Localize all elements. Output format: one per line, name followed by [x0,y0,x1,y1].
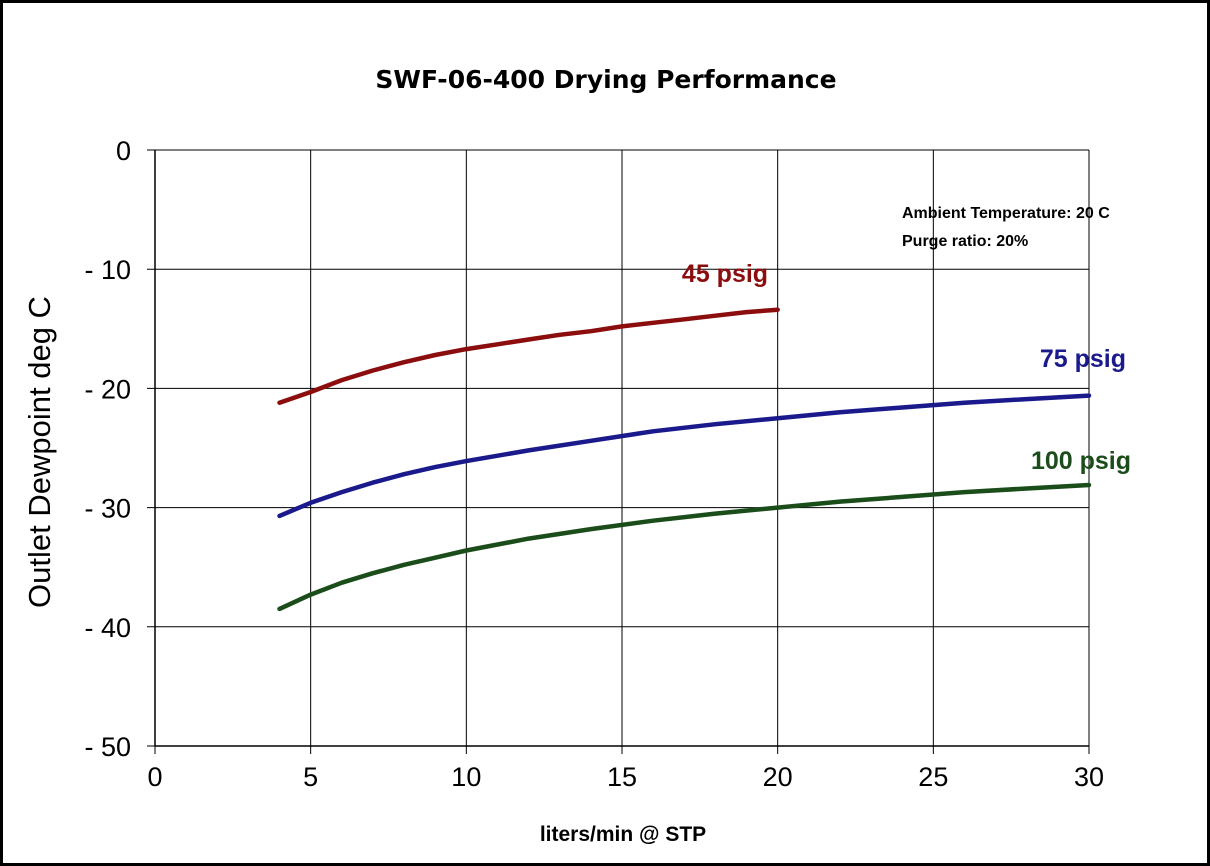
series-label: 75 psig [1040,345,1126,373]
y-tick-label: - 40 [84,613,131,643]
series-lines [277,307,1092,612]
x-tick-label: 5 [303,762,318,792]
y-tick-label: - 10 [84,255,131,285]
x-tick-label: 15 [607,762,637,792]
series-line-100-psig [277,482,1092,612]
series-label: 100 psig [1031,447,1131,475]
y-tick-label: 0 [116,136,131,166]
y-tick-label: - 30 [84,494,131,524]
annotation-purge-ratio: Purge ratio: 20% [902,233,1028,250]
axes [154,150,1089,747]
x-tick-label: 20 [763,762,793,792]
series-label: 45 psig [682,260,768,288]
x-axis-label: liters/min @ STP [540,823,706,846]
x-tick-label: 10 [451,762,481,792]
series-line-45-psig [277,307,780,405]
y-tick-labels: 0 - 10 - 20 - 30 - 40 - 50 [84,136,131,762]
y-axis-label: Outlet Dewpoint deg C [22,296,57,608]
y-tick-label: - 50 [84,732,131,762]
series-labels: 45 psig 75 psig 100 psig [682,260,1131,475]
x-tick-label: 30 [1074,762,1104,792]
x-tick-label: 25 [918,762,948,792]
series-line-75-psig [277,393,1092,519]
chart-title: SWF-06-400 Drying Performance [375,65,836,94]
x-tick-label: 0 [147,762,162,792]
annotation-ambient-temperature: Ambient Temperature: 20 C [902,205,1110,222]
x-tick-labels: 0 5 10 15 20 25 30 [147,762,1104,792]
y-tick-label: - 20 [84,374,131,404]
